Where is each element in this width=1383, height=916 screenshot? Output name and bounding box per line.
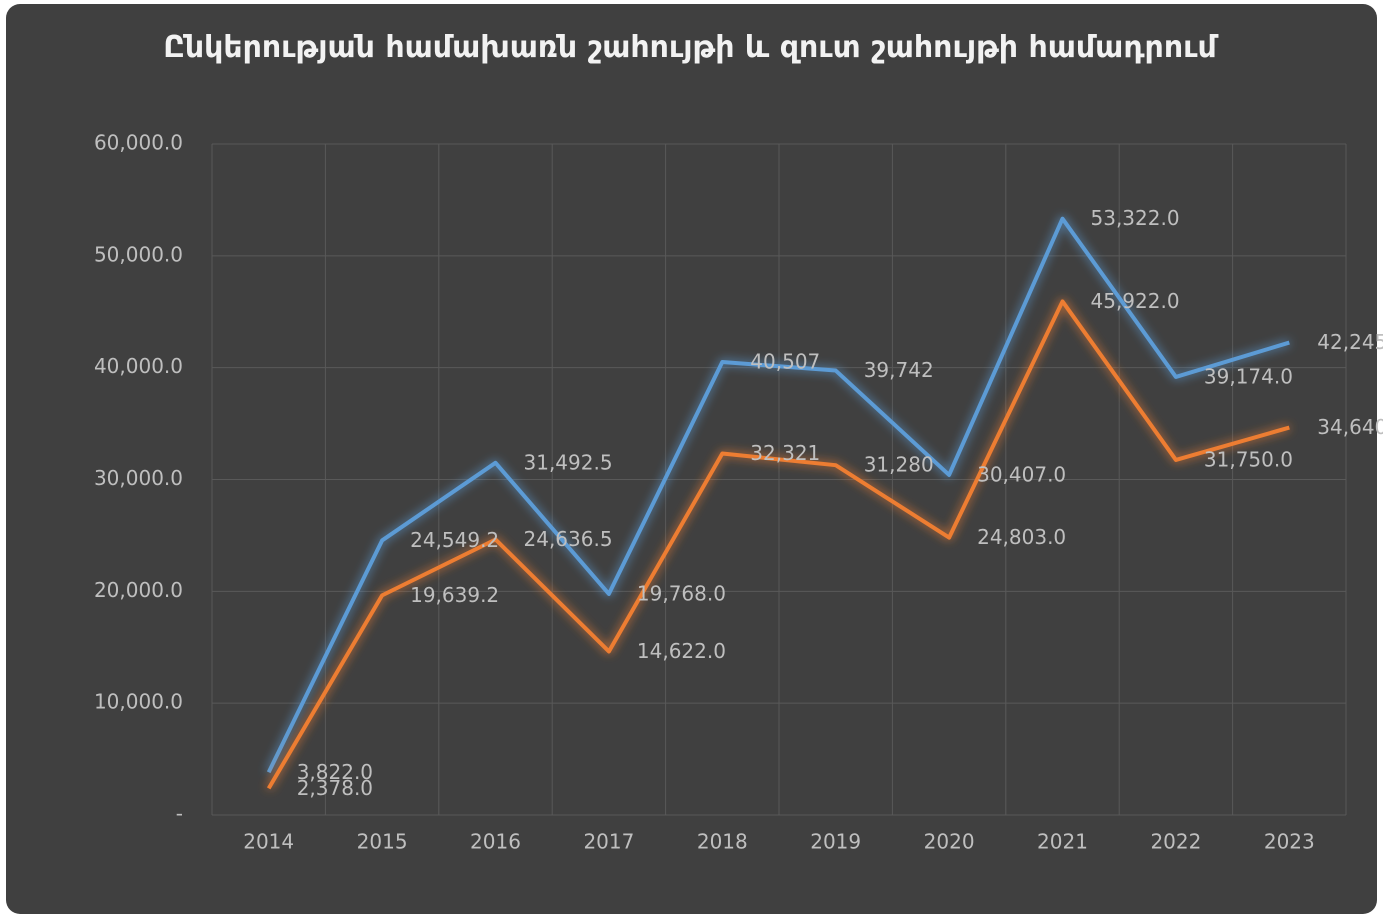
series-line [266,216,1290,774]
y-tick-label: 60,000.0 [94,131,183,155]
data-label: 42,245.0 [1317,330,1383,354]
data-label: 39,742 [864,358,934,382]
x-tick-label: 2019 [810,830,861,854]
data-label: 24,636.5 [524,527,613,551]
data-label: 24,549.2 [410,528,499,552]
data-label: 39,174.0 [1204,364,1293,388]
data-label: 32,321 [750,441,820,465]
chart-title: Ընկերության համախառն շահույթի և զուտ շահ… [163,30,1217,65]
data-label: 53,322.0 [1091,206,1180,230]
data-label: 19,768.0 [637,581,726,605]
data-label: 3,822.0 [297,760,373,784]
x-tick-label: 2015 [357,830,408,854]
y-tick-label: 40,000.0 [94,354,183,378]
data-label: 31,492.5 [524,450,613,474]
y-tick-label: - [176,802,183,826]
x-tick-label: 2021 [1037,830,1088,854]
data-label: 24,803.0 [977,525,1066,549]
data-label: 14,622.0 [637,639,726,663]
data-label: 34,640.9 [1317,415,1383,439]
data-label: 40,507 [750,349,820,373]
x-tick-label: 2016 [470,830,521,854]
y-tick-label: 20,000.0 [94,578,183,602]
data-label: 31,280 [864,453,934,477]
x-tick-label: 2020 [924,830,975,854]
data-label: 45,922.0 [1091,289,1180,313]
x-tick-label: 2022 [1150,830,1201,854]
x-tick-label: 2023 [1264,830,1315,854]
chart-frame [6,4,1377,914]
series-line [266,299,1290,790]
data-label: 30,407.0 [977,462,1066,486]
x-tick-label: 2014 [243,830,294,854]
y-tick-label: 10,000.0 [94,690,183,714]
x-tick-label: 2017 [583,830,634,854]
data-label: 19,639.2 [410,583,499,607]
y-tick-label: 50,000.0 [94,242,183,266]
x-tick-label: 2018 [697,830,748,854]
y-tick-label: 30,000.0 [94,466,183,490]
data-label: 31,750.0 [1204,447,1293,471]
data-label: 2,378.0 [297,776,373,800]
